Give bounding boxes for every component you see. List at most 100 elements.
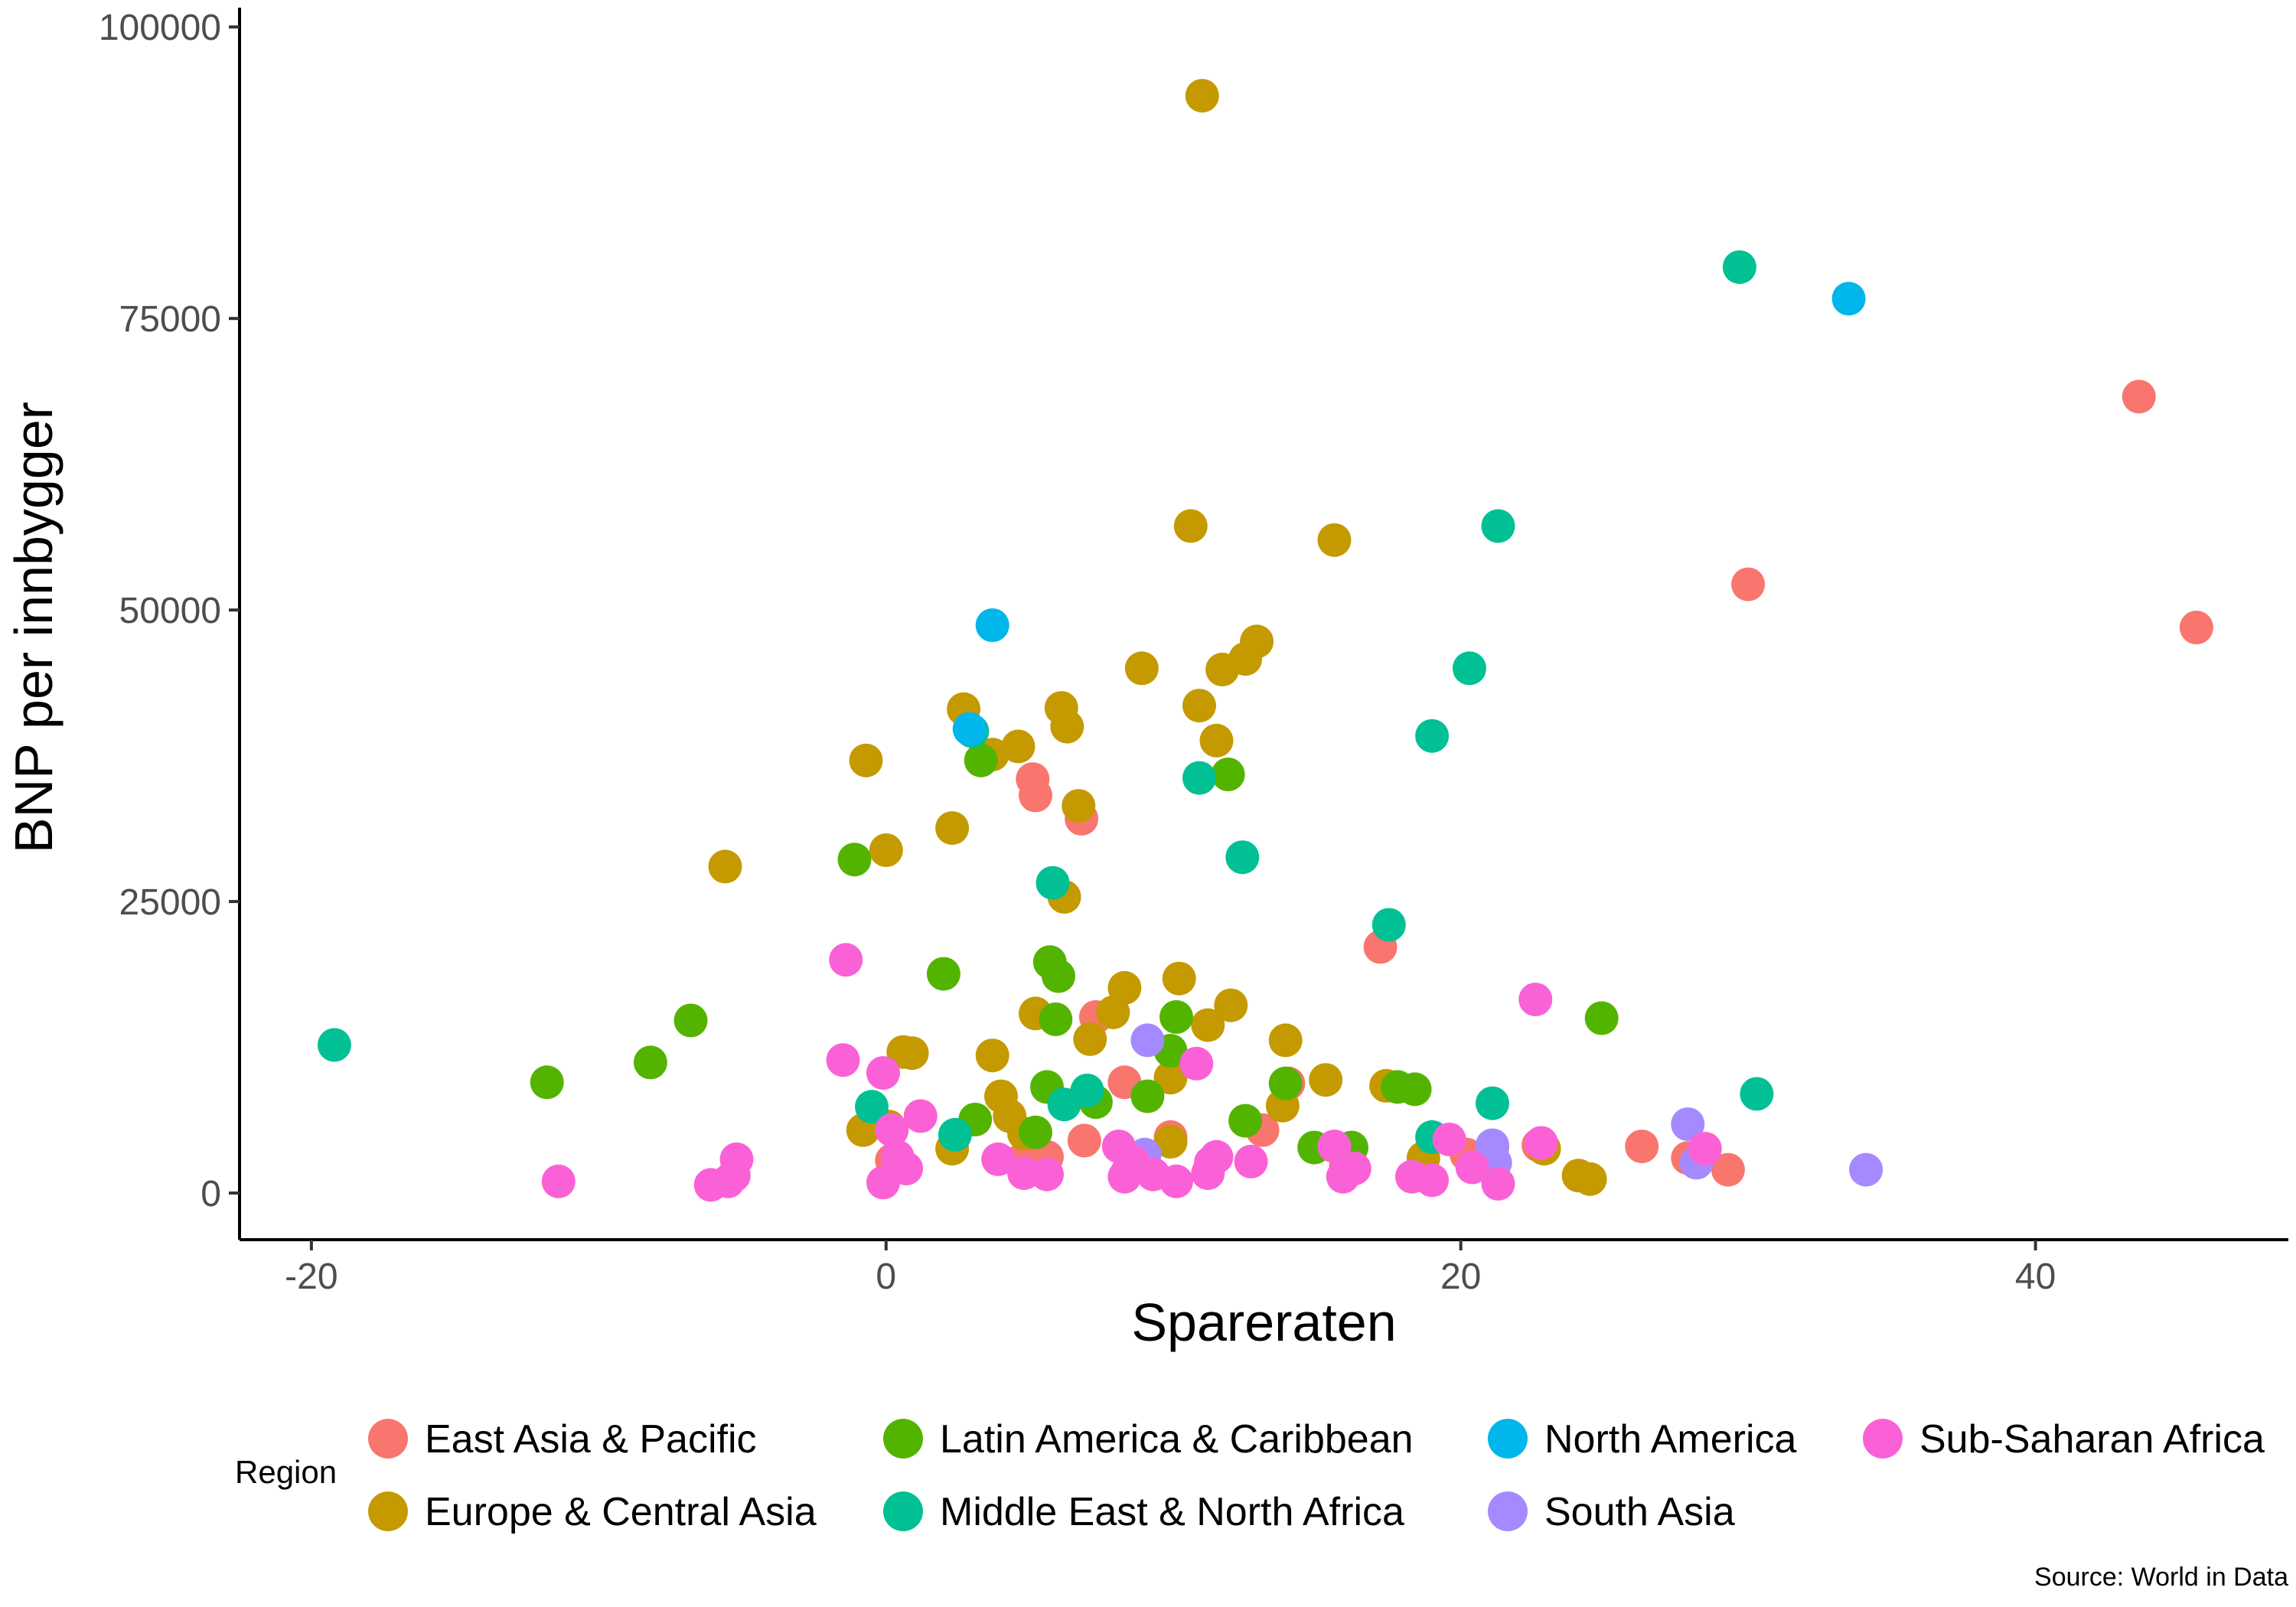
- data-point: [1225, 840, 1260, 875]
- data-point: [1849, 1152, 1883, 1187]
- data-point: [829, 943, 863, 977]
- legend-key: [883, 1491, 923, 1531]
- legend-label: Sub-Saharan Africa: [1919, 1417, 2265, 1462]
- data-point: [1561, 1159, 1596, 1193]
- y-tick-label: 100000: [99, 8, 221, 48]
- data-point: [975, 608, 1009, 642]
- x-tick-label: 20: [1440, 1257, 1481, 1297]
- legend-label: Middle East & North Africa: [940, 1490, 1404, 1534]
- data-point: [1268, 1066, 1303, 1100]
- y-tick-label: 25000: [119, 882, 221, 923]
- data-point: [1001, 729, 1035, 764]
- data-point: [1317, 1129, 1352, 1164]
- data-point: [964, 743, 998, 777]
- data-point: [1159, 1000, 1193, 1034]
- legend: Region East Asia & Pacific Europe & Centra…: [235, 1417, 2265, 1534]
- legend-key: [368, 1491, 408, 1531]
- legend-key: [1863, 1419, 1903, 1459]
- data-point: [1455, 1150, 1489, 1185]
- data-point: [1130, 1023, 1165, 1058]
- data-point: [1191, 1008, 1225, 1042]
- data-point: [938, 1117, 972, 1152]
- data-point: [952, 712, 987, 746]
- series-2: [530, 743, 1619, 1165]
- data-point: [1073, 1022, 1107, 1056]
- legend-item: Europe & Central Asia: [368, 1490, 817, 1534]
- data-point: [866, 1056, 900, 1090]
- data-point: [1199, 723, 1234, 758]
- y-tick-label: 50000: [119, 591, 221, 631]
- data-point: [1185, 79, 1219, 113]
- data-point: [1211, 758, 1245, 791]
- data-point: [673, 1003, 708, 1038]
- data-point: [826, 1043, 860, 1077]
- data-point: [1173, 509, 1208, 543]
- data-point: [1432, 1123, 1466, 1156]
- data-point: [1337, 1152, 1371, 1185]
- data-point: [1096, 995, 1130, 1029]
- data-point: [530, 1065, 564, 1100]
- data-point: [1309, 1063, 1343, 1097]
- data-point: [541, 1164, 576, 1198]
- legend-label: Latin America & Caribbean: [940, 1417, 1414, 1462]
- data-point: [926, 957, 960, 991]
- data-point: [855, 1090, 889, 1124]
- data-point: [1584, 1001, 1619, 1035]
- y-axis-title: BNP per innbygger: [4, 402, 64, 853]
- data-point: [1199, 1139, 1234, 1174]
- legend-label: North America: [1544, 1417, 1797, 1462]
- data-point: [1524, 1126, 1558, 1160]
- x-tick-label: 0: [876, 1257, 896, 1297]
- data-point: [981, 1142, 1016, 1176]
- data-point: [1740, 1077, 1774, 1111]
- legend-label: South Asia: [1544, 1490, 1735, 1534]
- legend-label: East Asia & Pacific: [425, 1417, 757, 1462]
- data-point: [1159, 1164, 1193, 1198]
- data-point: [849, 743, 883, 777]
- series-4: [952, 282, 1866, 746]
- data-point: [2122, 380, 2156, 414]
- data-point: [1214, 988, 1248, 1022]
- data-point: [903, 1099, 938, 1133]
- data-point: [1130, 1079, 1165, 1113]
- data-point: [1371, 908, 1406, 942]
- data-point: [1205, 652, 1240, 686]
- data-point: [1179, 1046, 1214, 1081]
- data-point: [837, 843, 872, 877]
- legend-item: Latin America & Caribbean: [883, 1417, 1414, 1462]
- data-point: [1035, 865, 1070, 900]
- legend-key: [1488, 1491, 1528, 1531]
- data-point: [1671, 1107, 1705, 1142]
- series-6: [541, 943, 1722, 1202]
- legend-key: [883, 1419, 923, 1459]
- data-point: [1124, 651, 1159, 686]
- data-point: [1182, 761, 1216, 795]
- data-point: [875, 1113, 909, 1147]
- data-point: [711, 1164, 745, 1198]
- data-points: [317, 79, 2213, 1202]
- data-point: [633, 1045, 667, 1080]
- data-point: [1228, 1103, 1263, 1138]
- legend-key: [1488, 1419, 1528, 1459]
- y-tick-label: 75000: [119, 299, 221, 340]
- data-point: [1062, 789, 1096, 823]
- data-point: [1397, 1072, 1432, 1107]
- x-axis-title: Spareraten: [1131, 1292, 1396, 1352]
- data-point: [1153, 1061, 1188, 1095]
- data-point: [1688, 1132, 1722, 1166]
- legend-item: Middle East & North Africa: [883, 1490, 1404, 1534]
- data-point: [975, 1038, 1009, 1073]
- data-point: [1711, 1152, 1745, 1187]
- data-point: [708, 849, 742, 884]
- data-point: [1831, 282, 1866, 316]
- data-point: [1481, 1166, 1515, 1201]
- data-point: [1722, 250, 1756, 285]
- legend-item: North America: [1488, 1417, 1797, 1462]
- data-point: [1019, 1115, 1052, 1149]
- data-point: [1453, 651, 1486, 686]
- data-point: [1116, 1144, 1150, 1178]
- data-point: [1625, 1129, 1659, 1164]
- data-point: [1731, 567, 1766, 601]
- x-tick-label: 40: [2015, 1257, 2056, 1297]
